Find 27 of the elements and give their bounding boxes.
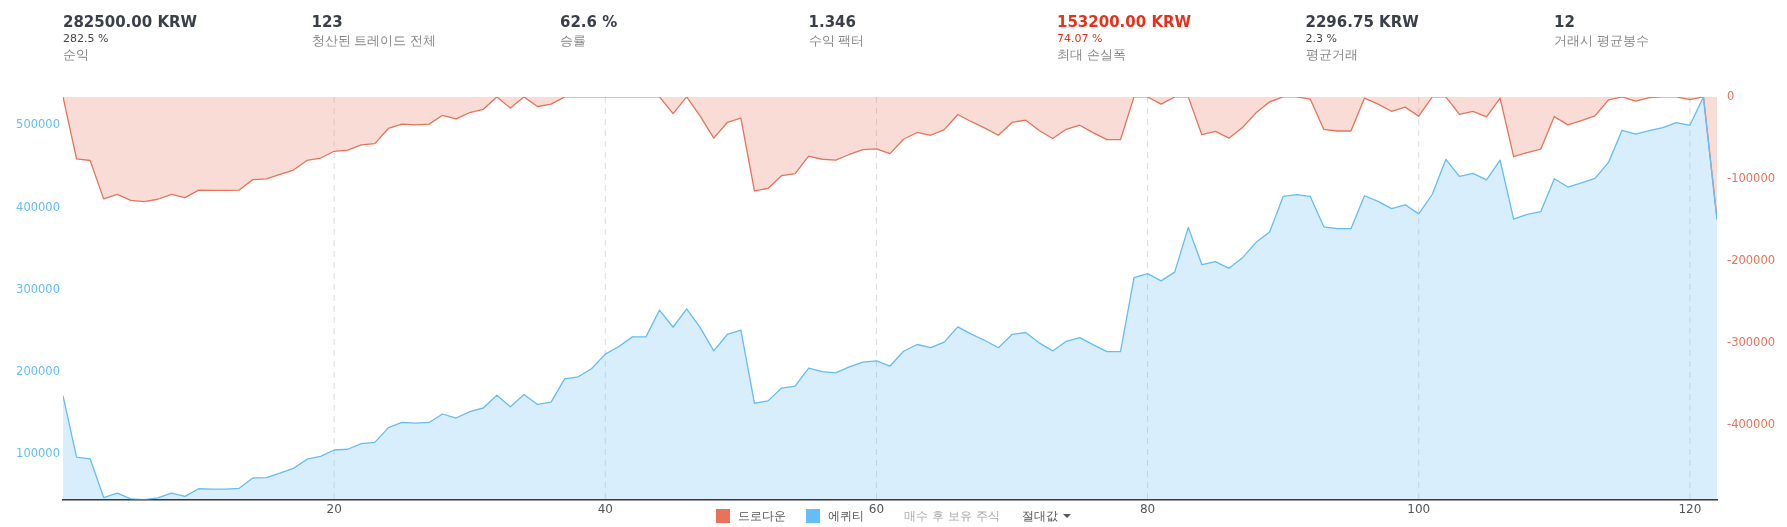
y-tick-label: 300000 [16, 281, 60, 296]
text: 123 청산된 트레이드 전체 [311, 12, 437, 50]
legend-label: 에퀴티 [828, 507, 865, 525]
y2-tick-label: 0 [1727, 88, 1735, 103]
x-tick-label: 60 [868, 501, 885, 516]
x-tick-label: 40 [597, 501, 613, 516]
x-tick-label: 100 [1407, 501, 1431, 516]
y-tick-label: 400000 [16, 199, 60, 214]
legend-label: 드로다운 [738, 507, 787, 525]
y-tick-label: 100000 [16, 445, 60, 460]
text: 62.6 % 승률 [560, 12, 618, 50]
y2-tick-label: -300000 [1727, 335, 1776, 350]
y2-tick-label: -400000 [1727, 417, 1776, 432]
x-tick-label: 20 [326, 501, 342, 516]
text: 1.346 수익 팩터 [808, 12, 865, 50]
text: 12 거래시 평균봉수 [1554, 12, 1649, 50]
text: 2296.75 KRW 2.3 % 평균거래 [1305, 12, 1419, 64]
text: 매수 후 보유 주식 [904, 507, 1000, 525]
y2-tick-label: -100000 [1727, 171, 1776, 186]
text: 절대값 [1021, 507, 1058, 525]
y-tick-label: 200000 [16, 363, 60, 378]
text: 282500.00 KRW 282.5 % 순익 [63, 12, 198, 64]
x-tick-label: 120 [1678, 501, 1702, 516]
text: 153200.00 KRW 74.07 % 최대 손실폭 [1057, 12, 1192, 64]
y2-tick-label: -200000 [1727, 253, 1776, 268]
x-tick-label: 80 [1139, 501, 1156, 516]
y-tick-label: 500000 [16, 117, 60, 132]
